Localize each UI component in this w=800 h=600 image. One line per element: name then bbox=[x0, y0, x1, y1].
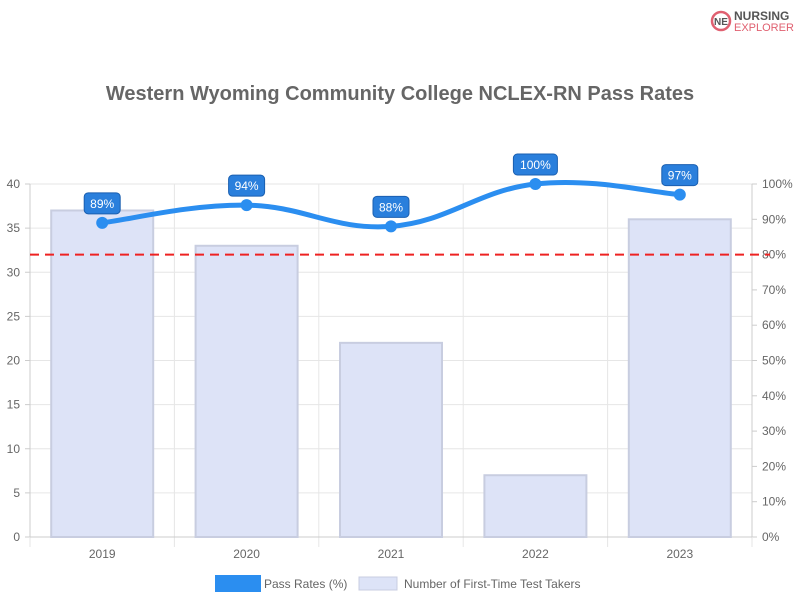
left-tick-label: 15 bbox=[7, 398, 21, 412]
right-tick-label: 90% bbox=[762, 212, 786, 226]
legend-swatch-pass-rates bbox=[215, 575, 261, 592]
legend-swatch-test-takers bbox=[358, 576, 398, 591]
data-label: 97% bbox=[668, 169, 692, 183]
left-tick-label: 10 bbox=[7, 442, 21, 456]
bar bbox=[339, 341, 443, 538]
pass-rate-point bbox=[385, 220, 397, 233]
data-label: 94% bbox=[235, 179, 259, 193]
pass-rate-point bbox=[673, 188, 686, 201]
data-label-box bbox=[661, 164, 699, 187]
x-tick-label: 2019 bbox=[89, 547, 116, 561]
x-tick-label: 2021 bbox=[378, 547, 405, 561]
right-tick-label: 20% bbox=[762, 459, 786, 473]
bar bbox=[483, 474, 588, 539]
right-tick-label: 40% bbox=[762, 389, 786, 403]
right-tick-label: 60% bbox=[762, 318, 786, 332]
data-label: 89% bbox=[90, 197, 114, 211]
pass-rate-point bbox=[96, 216, 109, 229]
data-label-box bbox=[512, 153, 558, 176]
left-tick-label: 20 bbox=[7, 354, 21, 368]
data-label: 88% bbox=[379, 200, 403, 214]
left-tick-label: 25 bbox=[7, 309, 21, 323]
x-tick-label: 2023 bbox=[666, 547, 693, 561]
left-tick-label: 40 bbox=[7, 177, 21, 191]
data-label-box bbox=[228, 174, 266, 197]
right-tick-label: 50% bbox=[762, 354, 786, 368]
right-tick-label: 80% bbox=[762, 248, 786, 262]
bar bbox=[194, 244, 299, 538]
data-label-box bbox=[372, 195, 410, 218]
right-tick-label: 100% bbox=[762, 177, 793, 191]
chart-title: Western Wyoming Community College NCLEX-… bbox=[106, 83, 694, 105]
logo: NE NURSING EXPLORER bbox=[710, 9, 794, 34]
logo-line1: NURSING bbox=[734, 9, 789, 23]
bar bbox=[50, 209, 155, 538]
right-tick-label: 30% bbox=[762, 424, 786, 438]
legend-label-pass-rates: Pass Rates (%) bbox=[264, 577, 347, 591]
logo-mark: NE bbox=[714, 17, 728, 28]
right-tick-label: 10% bbox=[762, 495, 786, 509]
data-label: 100% bbox=[520, 158, 551, 172]
pass-rate-point bbox=[529, 178, 542, 190]
left-tick-label: 5 bbox=[13, 486, 20, 500]
legend-label-test-takers: Number of First-Time Test Takers bbox=[404, 577, 580, 591]
data-label-box bbox=[83, 192, 121, 215]
x-tick-label: 2020 bbox=[233, 547, 260, 561]
right-tick-label: 70% bbox=[762, 283, 786, 297]
pass-rate-point bbox=[240, 199, 253, 212]
bar bbox=[627, 218, 732, 539]
right-tick-label: 0% bbox=[762, 530, 780, 544]
logo-line2: EXPLORER bbox=[734, 22, 794, 34]
left-tick-label: 30 bbox=[7, 265, 21, 279]
x-tick-label: 2022 bbox=[522, 547, 549, 561]
left-tick-label: 35 bbox=[7, 221, 21, 235]
left-tick-label: 0 bbox=[13, 530, 20, 544]
